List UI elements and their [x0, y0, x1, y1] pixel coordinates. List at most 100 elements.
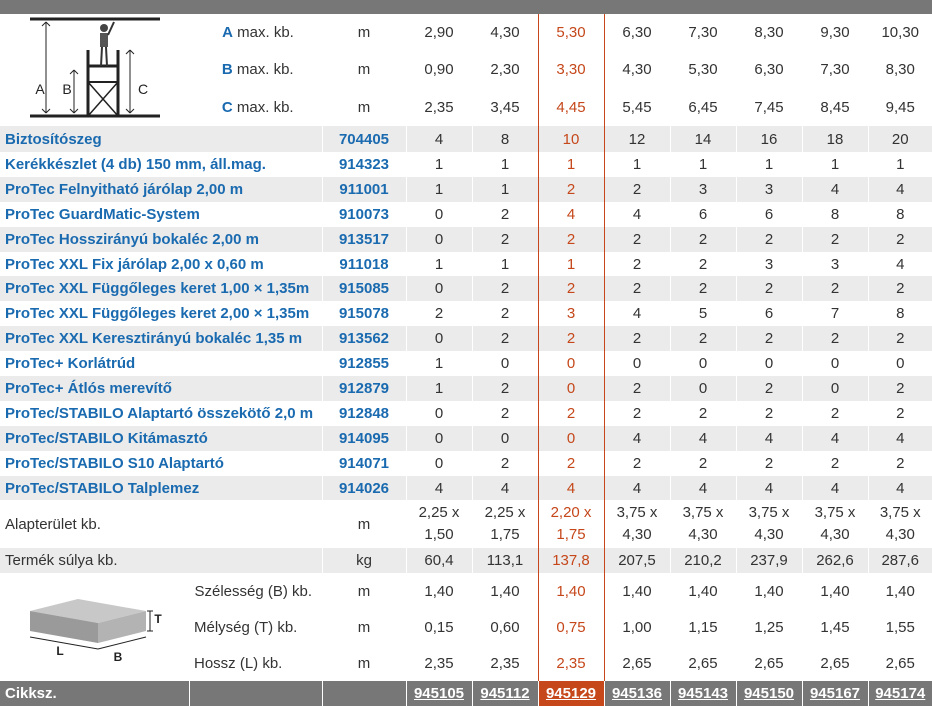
value-cell: 1: [669, 152, 736, 177]
value-cell: 8,30: [867, 51, 932, 89]
part-name-link[interactable]: ProTec XXL Fix járólap 2,00 x 0,60 m: [0, 251, 322, 277]
article-number-link[interactable]: 945105: [405, 681, 472, 706]
part-name-link[interactable]: Kerékkészlet (4 db) 150 mm, áll.mag.: [0, 152, 322, 177]
value-cell: 8,30: [735, 14, 802, 52]
part-row: ProTec GuardMatic-System 910073 0 2 4 4 6 6 8 8: [0, 201, 932, 227]
part-row: ProTec/STABILO Talplemez 914026 4 4 4 4 4 4 4 4: [0, 475, 932, 501]
article-number-link[interactable]: 945174: [867, 681, 932, 706]
value-cell: 2: [735, 376, 802, 401]
value-cell: 1,55: [867, 609, 932, 646]
value-cell: 3,75 x 4,30: [669, 500, 736, 549]
value-cell: 4: [867, 176, 932, 202]
value-cell: 2: [603, 276, 670, 302]
value-cell: 4: [537, 201, 605, 227]
article-number-link[interactable]: 945143: [669, 681, 736, 706]
unit-cell: m: [321, 609, 406, 646]
value-cell: 4: [801, 425, 868, 451]
part-name-link[interactable]: ProTec Felnyitható járólap 2,00 m: [0, 176, 322, 202]
value-cell: 0,75: [537, 609, 605, 646]
value-cell: 0: [405, 226, 472, 252]
part-name-link[interactable]: ProTec+ Átlós merevítő: [0, 376, 322, 401]
value-cell: 7: [801, 301, 868, 327]
value-cell: 0: [471, 425, 538, 451]
value-cell: 10,30: [867, 14, 932, 52]
value-cell: 1,40: [603, 573, 670, 610]
value-cell: 2: [735, 400, 802, 426]
value-cell: 2: [867, 326, 932, 352]
value-cell: 1: [405, 176, 472, 202]
value-cell: 2: [537, 400, 605, 426]
part-code-link[interactable]: 915078: [321, 301, 406, 327]
part-row: Kerékkészlet (4 db) 150 mm, áll.mag. 9143…: [0, 152, 932, 177]
value-cell: 0: [669, 351, 736, 377]
part-code-link[interactable]: 704405: [321, 126, 406, 152]
footer-spacer: [321, 681, 406, 706]
part-code-link[interactable]: 914071: [321, 450, 406, 476]
dimension-row: C max. kb. m 2,35 3,45 4,45 5,45 6,45 7,45 8,45 9…: [0, 88, 932, 126]
part-code-link[interactable]: 912855: [321, 351, 406, 377]
value-cell: 2: [471, 276, 538, 302]
value-cell: 18: [801, 126, 868, 152]
part-name-link[interactable]: ProTec/STABILO S10 Alaptartó: [0, 450, 322, 476]
value-cell: 2: [735, 450, 802, 476]
top-bar: [0, 0, 932, 14]
part-name-link[interactable]: ProTec/STABILO Alaptartó összekötő 2,0 m: [0, 400, 322, 426]
value-cell: 14: [669, 126, 736, 152]
part-name-link[interactable]: ProTec/STABILO Talplemez: [0, 475, 322, 501]
value-cell: 5,30: [537, 14, 605, 52]
part-code-link[interactable]: 915085: [321, 276, 406, 302]
part-code-link[interactable]: 913562: [321, 326, 406, 352]
value-cell: 8: [867, 301, 932, 327]
value-cell: 1: [405, 251, 472, 277]
part-code-link[interactable]: 911001: [321, 176, 406, 202]
value-cell: 1: [603, 152, 670, 177]
value-cell: 7,45: [735, 88, 802, 126]
value-cell: 1,40: [537, 573, 605, 610]
package-label-l: L: [56, 644, 63, 658]
value-cell: 1: [471, 251, 538, 277]
part-name-link[interactable]: ProTec/STABILO Kitámasztó: [0, 425, 322, 451]
part-name-link[interactable]: Biztosítószeg: [0, 126, 322, 152]
value-cell: 3,45: [471, 88, 538, 126]
value-cell: 137,8: [537, 548, 605, 574]
part-code-link[interactable]: 910073: [321, 201, 406, 227]
part-code-link[interactable]: 913517: [321, 226, 406, 252]
part-name-link[interactable]: ProTec XXL Függőleges keret 2,00 × 1,35m: [0, 301, 322, 327]
dimension-key: C: [221, 98, 233, 116]
part-code-link[interactable]: 914323: [321, 152, 406, 177]
value-cell: 4: [801, 475, 868, 501]
value-cell: 20: [867, 126, 932, 152]
value-cell: 1: [735, 152, 802, 177]
part-code-link[interactable]: 911018: [321, 251, 406, 277]
unit-cell: kg: [321, 548, 406, 574]
article-number-link[interactable]: 945167: [801, 681, 868, 706]
value-cell: 262,6: [801, 548, 868, 574]
part-code-link[interactable]: 914095: [321, 425, 406, 451]
part-code-link[interactable]: 912848: [321, 400, 406, 426]
part-code-link[interactable]: 912879: [321, 376, 406, 401]
weight-label: Termék súlya kb.: [0, 548, 322, 574]
unit-cell: m: [321, 645, 406, 682]
scaffold-label-b: B: [62, 81, 71, 97]
article-number-link[interactable]: 945150: [735, 681, 802, 706]
part-code-link[interactable]: 914026: [321, 475, 406, 501]
value-cell: 0: [405, 276, 472, 302]
footer-row: Cikksz. 945105 945112 945129 945136 945143 945…: [0, 681, 932, 706]
value-cell: 6: [735, 301, 802, 327]
part-name-link[interactable]: ProTec GuardMatic-System: [0, 201, 322, 227]
part-name-link[interactable]: ProTec XXL Keresztirányú bokaléc 1,35 m: [0, 326, 322, 352]
part-name-link[interactable]: ProTec+ Korlátrúd: [0, 351, 322, 377]
dimension-label: B max. kb.: [189, 51, 322, 89]
part-name-link[interactable]: ProTec Hosszirányú bokaléc 2,00 m: [0, 226, 322, 252]
article-number-link[interactable]: 945112: [471, 681, 538, 706]
article-number-link[interactable]: 945136: [603, 681, 670, 706]
value-cell: 7,30: [801, 51, 868, 89]
part-name-link[interactable]: ProTec XXL Függőleges keret 1,00 × 1,35m: [0, 276, 322, 302]
dimension-label: A max. kb.: [188, 14, 322, 52]
value-cell: 0: [801, 351, 868, 377]
value-cell: 0: [405, 201, 472, 227]
article-number-link[interactable]: 945129: [537, 681, 604, 706]
value-cell: 2: [471, 201, 538, 227]
value-cell: 2: [735, 276, 802, 302]
